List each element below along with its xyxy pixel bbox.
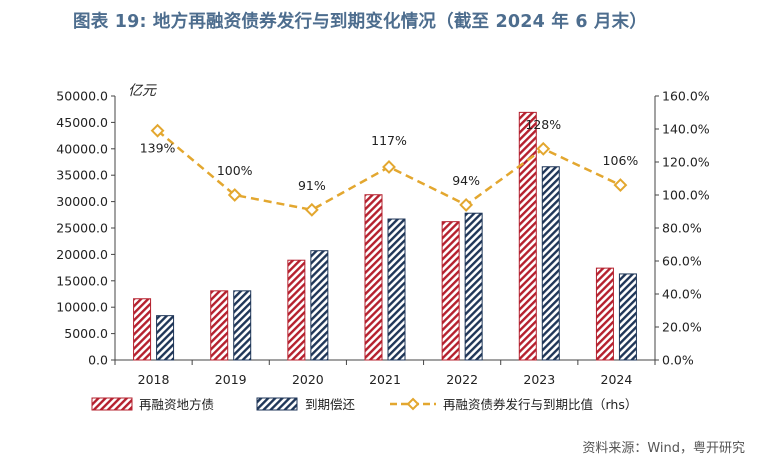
legend-label-ratio: 再融资债券发行与到期比值（rhs） [443,397,637,412]
ratio-data-label: 94% [452,173,480,188]
bar-refinance [210,290,229,361]
bar-maturity [464,212,483,361]
left-tick-label: 30000.0 [56,194,108,209]
legend-label-refinance: 再融资地方债 [139,397,214,412]
right-tick-label: 140.0% [662,122,710,137]
ratio-data-label: 128% [525,117,561,132]
chart-title: 图表 19: 地方再融资债券发行与到期变化情况（截至 2024 年 6 月末） [73,12,648,32]
bar-refinance [133,298,152,361]
left-tick-label: 50000.0 [56,89,108,104]
right-tick-label: 40.0% [662,287,702,302]
left-tick-label: 0.0 [88,353,108,368]
x-tick-label: 2024 [601,372,633,387]
bar-refinance [595,267,614,361]
bar-maturity [233,290,252,361]
ratio-data-label: 106% [603,153,639,168]
ratio-data-label: 100% [217,163,253,178]
bar-maturity [618,273,637,361]
x-tick-label: 2020 [292,372,324,387]
ratio-marker [536,141,551,156]
ratio-marker [150,123,165,138]
left-tick-label: 20000.0 [56,247,108,262]
legend-label-maturity: 到期偿还 [305,397,356,412]
ratio-marker [459,197,474,212]
ratio-data-label: 91% [298,178,326,193]
left-tick-label: 35000.0 [56,168,108,183]
legend-swatch-refinance [91,397,133,411]
left-tick-label: 25000.0 [56,221,108,236]
bar-refinance [441,221,460,361]
x-tick-label: 2018 [138,372,170,387]
left-tick-label: 40000.0 [56,141,108,156]
left-tick-label: 45000.0 [56,115,108,130]
source-note: 资料来源：Wind，粤开研究 [582,441,745,456]
bar-refinance [287,259,306,361]
x-tick-label: 2019 [215,372,247,387]
bar-maturity [541,166,560,361]
right-tick-label: 160.0% [662,89,710,104]
ratio-data-label: 117% [371,133,407,148]
right-tick-label: 120.0% [662,155,710,170]
right-tick-label: 100.0% [662,188,710,203]
right-tick-label: 0.0% [662,353,694,368]
ratio-marker [227,188,242,202]
x-tick-label: 2022 [446,372,478,387]
ratio-marker [613,178,628,193]
left-tick-label: 15000.0 [56,273,108,288]
bar-maturity [310,250,329,361]
ratio-marker [382,160,396,174]
right-tick-label: 80.0% [662,221,702,236]
legend-swatch-ratio-marker [406,397,420,411]
right-tick-label: 60.0% [662,254,702,269]
left-axis-unit: 亿元 [128,83,156,99]
x-tick-label: 2023 [523,372,555,387]
bar-maturity [156,315,175,361]
bar-maturity [387,218,406,361]
left-tick-label: 10000.0 [56,300,108,315]
bar-refinance [364,194,383,361]
bar-refinance [518,111,537,361]
ratio-data-label: 139% [140,141,176,156]
right-tick-label: 20.0% [662,320,702,335]
ratio-marker [304,202,319,217]
legend-swatch-maturity [256,397,298,411]
x-tick-label: 2021 [369,372,401,387]
left-tick-label: 5000.0 [64,326,108,341]
